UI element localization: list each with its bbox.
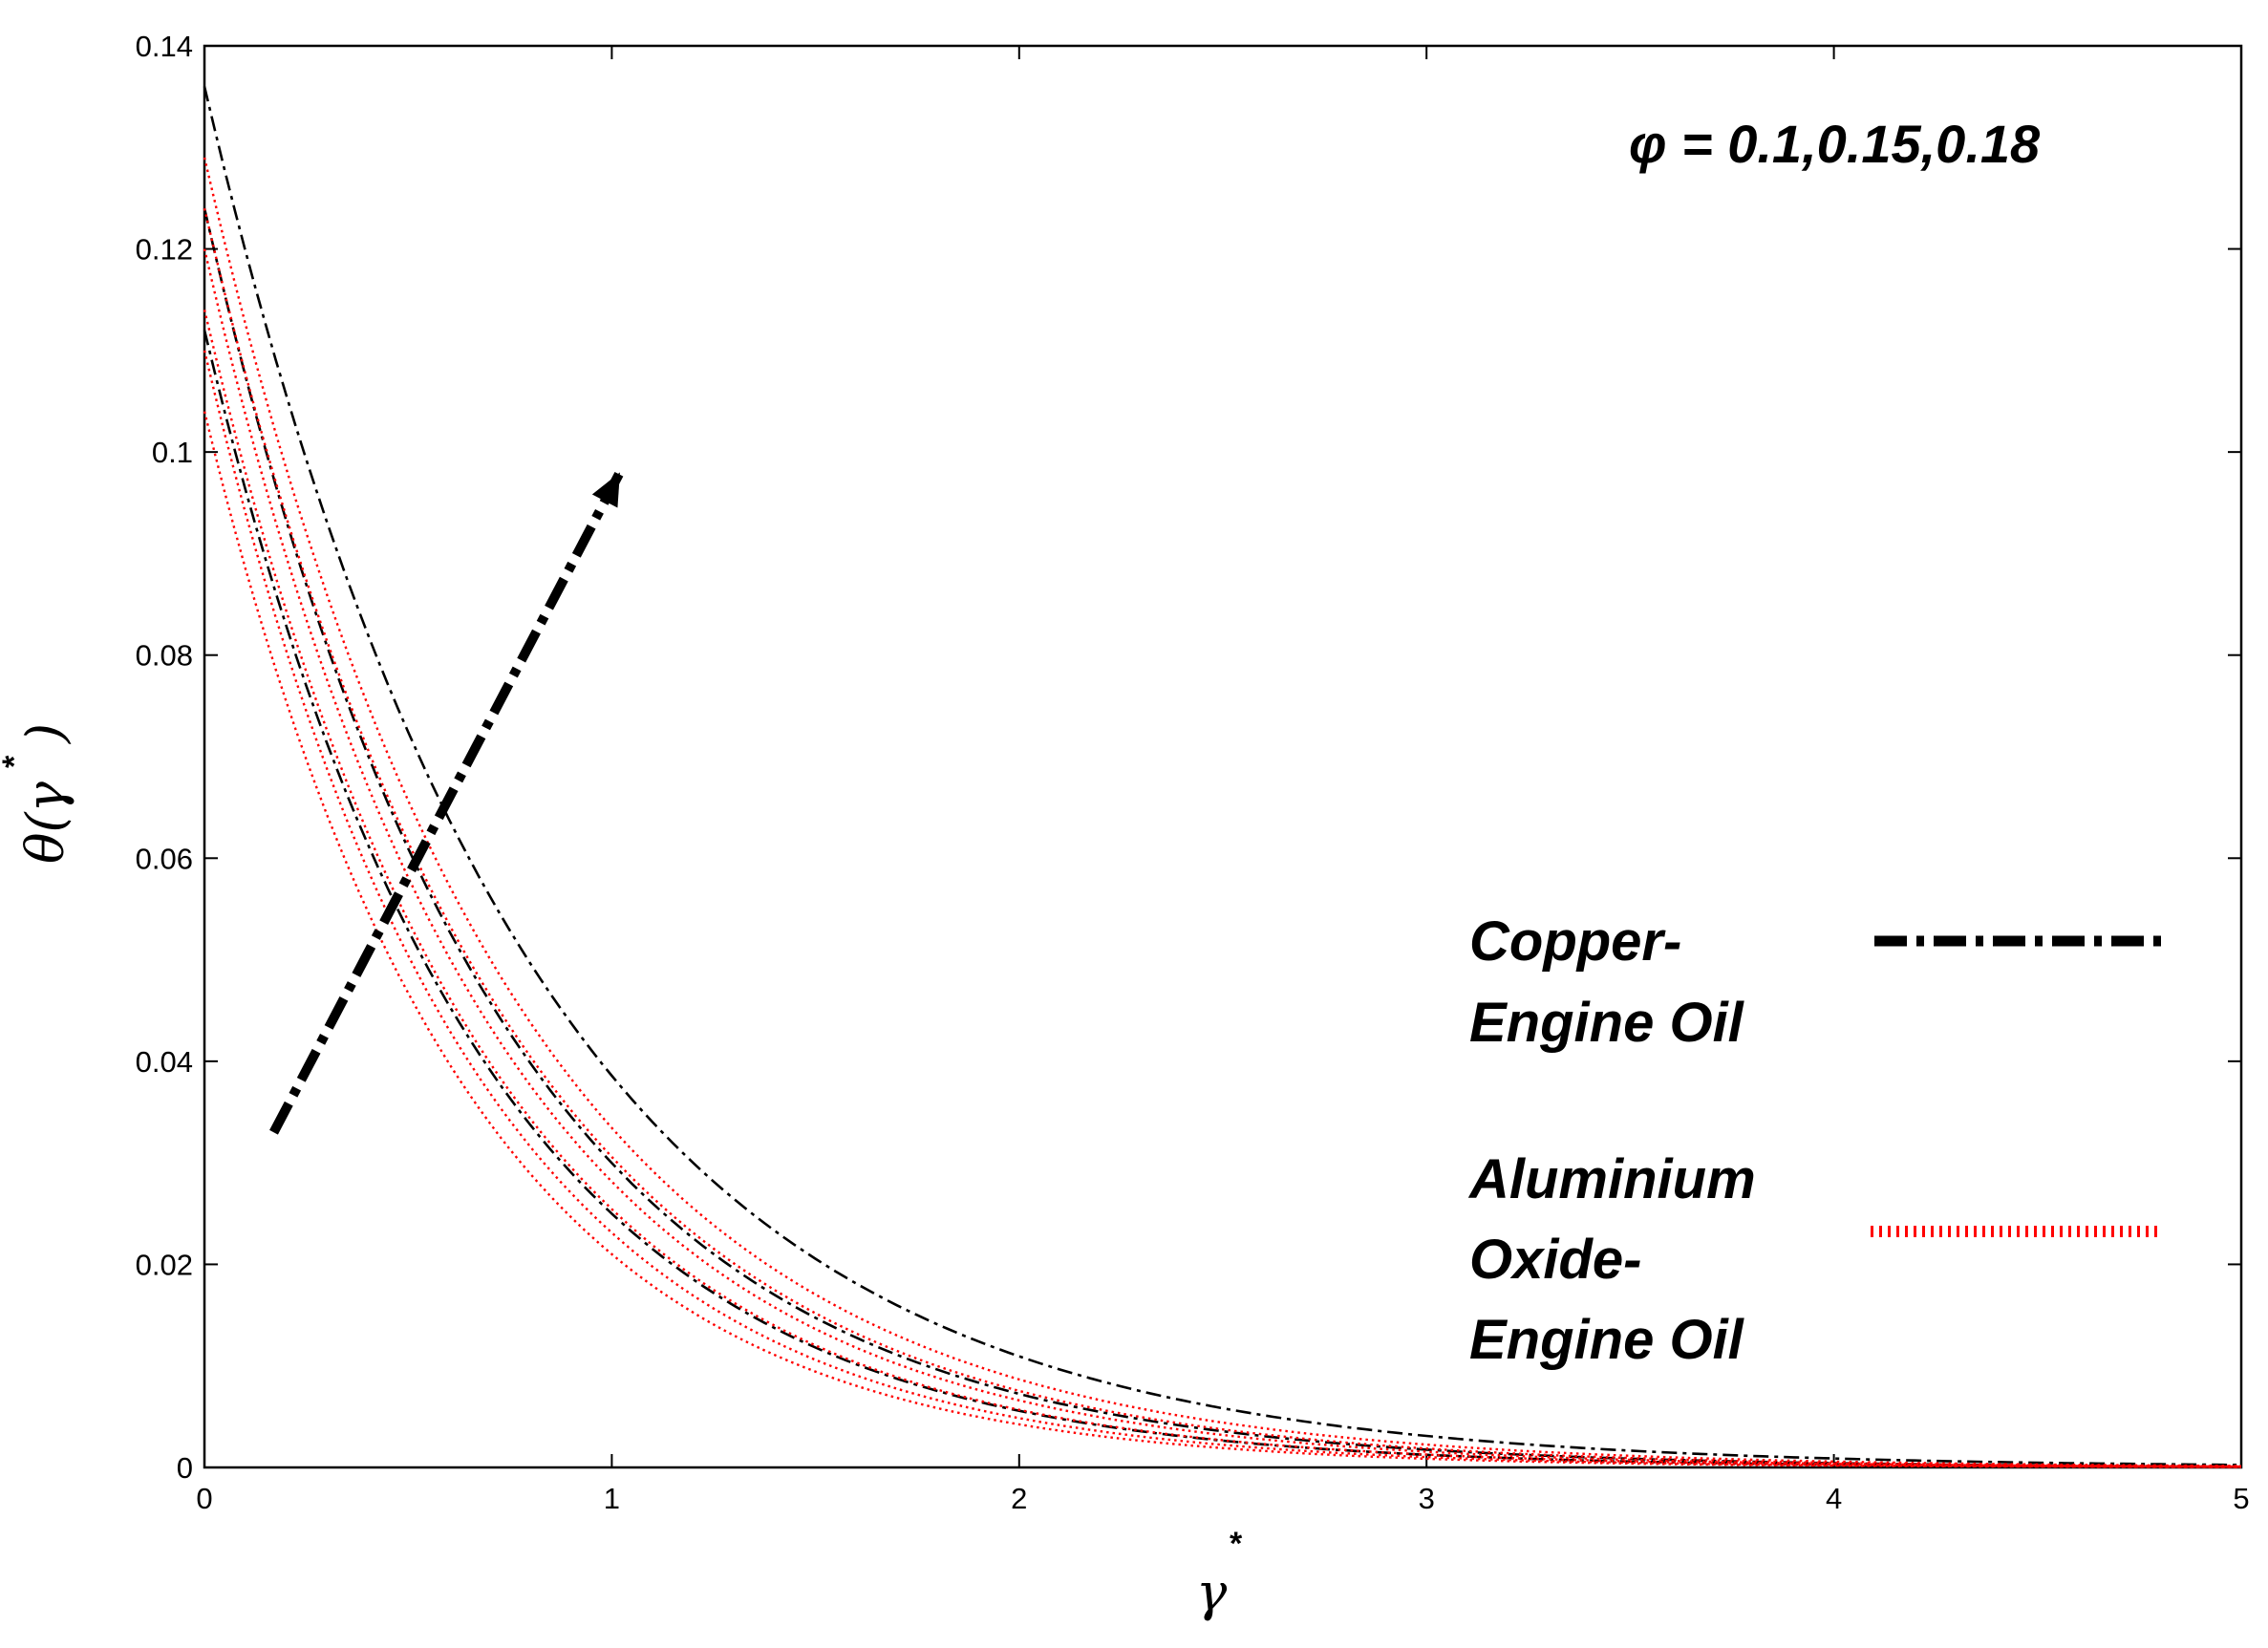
x-tick-label: 5 [2233, 1482, 2249, 1515]
y-axis-label: θ(γ [15, 781, 75, 864]
legend-label-alumina-line1: Aluminium [1467, 1148, 1756, 1210]
legend-label-copper-line1: Copper- [1469, 910, 1681, 973]
arrow-shaft [269, 470, 625, 1135]
series-line [203, 248, 2241, 1468]
legend-label-alumina-line3: Engine Oil [1469, 1309, 1745, 1371]
data-curves [203, 86, 2242, 1468]
plot-area [203, 44, 2243, 1469]
y-tick-label: 0.08 [136, 639, 193, 673]
series-line [203, 207, 2241, 1467]
axis-ticks: 0 1 2 3 4 5 0 0.02 0.04 0.06 0.08 0.1 0.12 0.14 [136, 30, 2250, 1515]
x-axis-label: γ [1196, 1562, 1228, 1622]
x-tick-label: 1 [604, 1482, 620, 1515]
arrow-head [591, 472, 620, 508]
x-tick-label: 3 [1419, 1482, 1435, 1515]
y-tick-label: 0.04 [136, 1045, 193, 1079]
x-tick-label: 4 [1826, 1482, 1842, 1515]
x-axis-label-superscript: * [1230, 1526, 1243, 1562]
y-tick-label: 0.14 [136, 30, 193, 63]
trend-arrow [269, 470, 625, 1135]
y-tick-label: 0.1 [152, 436, 193, 469]
legend-label-copper-line2: Engine Oil [1469, 992, 1745, 1054]
series-line [203, 310, 2241, 1468]
y-tick-label: 0.02 [136, 1248, 193, 1281]
y-axis-label-close: ) [15, 723, 75, 744]
phi-annotation: φ = 0.1,0.15,0.18 [1629, 114, 2041, 174]
y-tick-label: 0 [177, 1451, 193, 1485]
x-tick-label: 0 [196, 1482, 212, 1515]
series-line [203, 411, 2241, 1468]
x-tick-label: 2 [1011, 1482, 1027, 1515]
y-axis-label-superscript: * [0, 755, 32, 768]
legend-label-alumina-line2: Oxide- [1469, 1229, 1642, 1291]
y-tick-label: 0.12 [136, 233, 193, 267]
y-tick-label: 0.06 [136, 842, 193, 875]
series-line [203, 350, 2241, 1468]
